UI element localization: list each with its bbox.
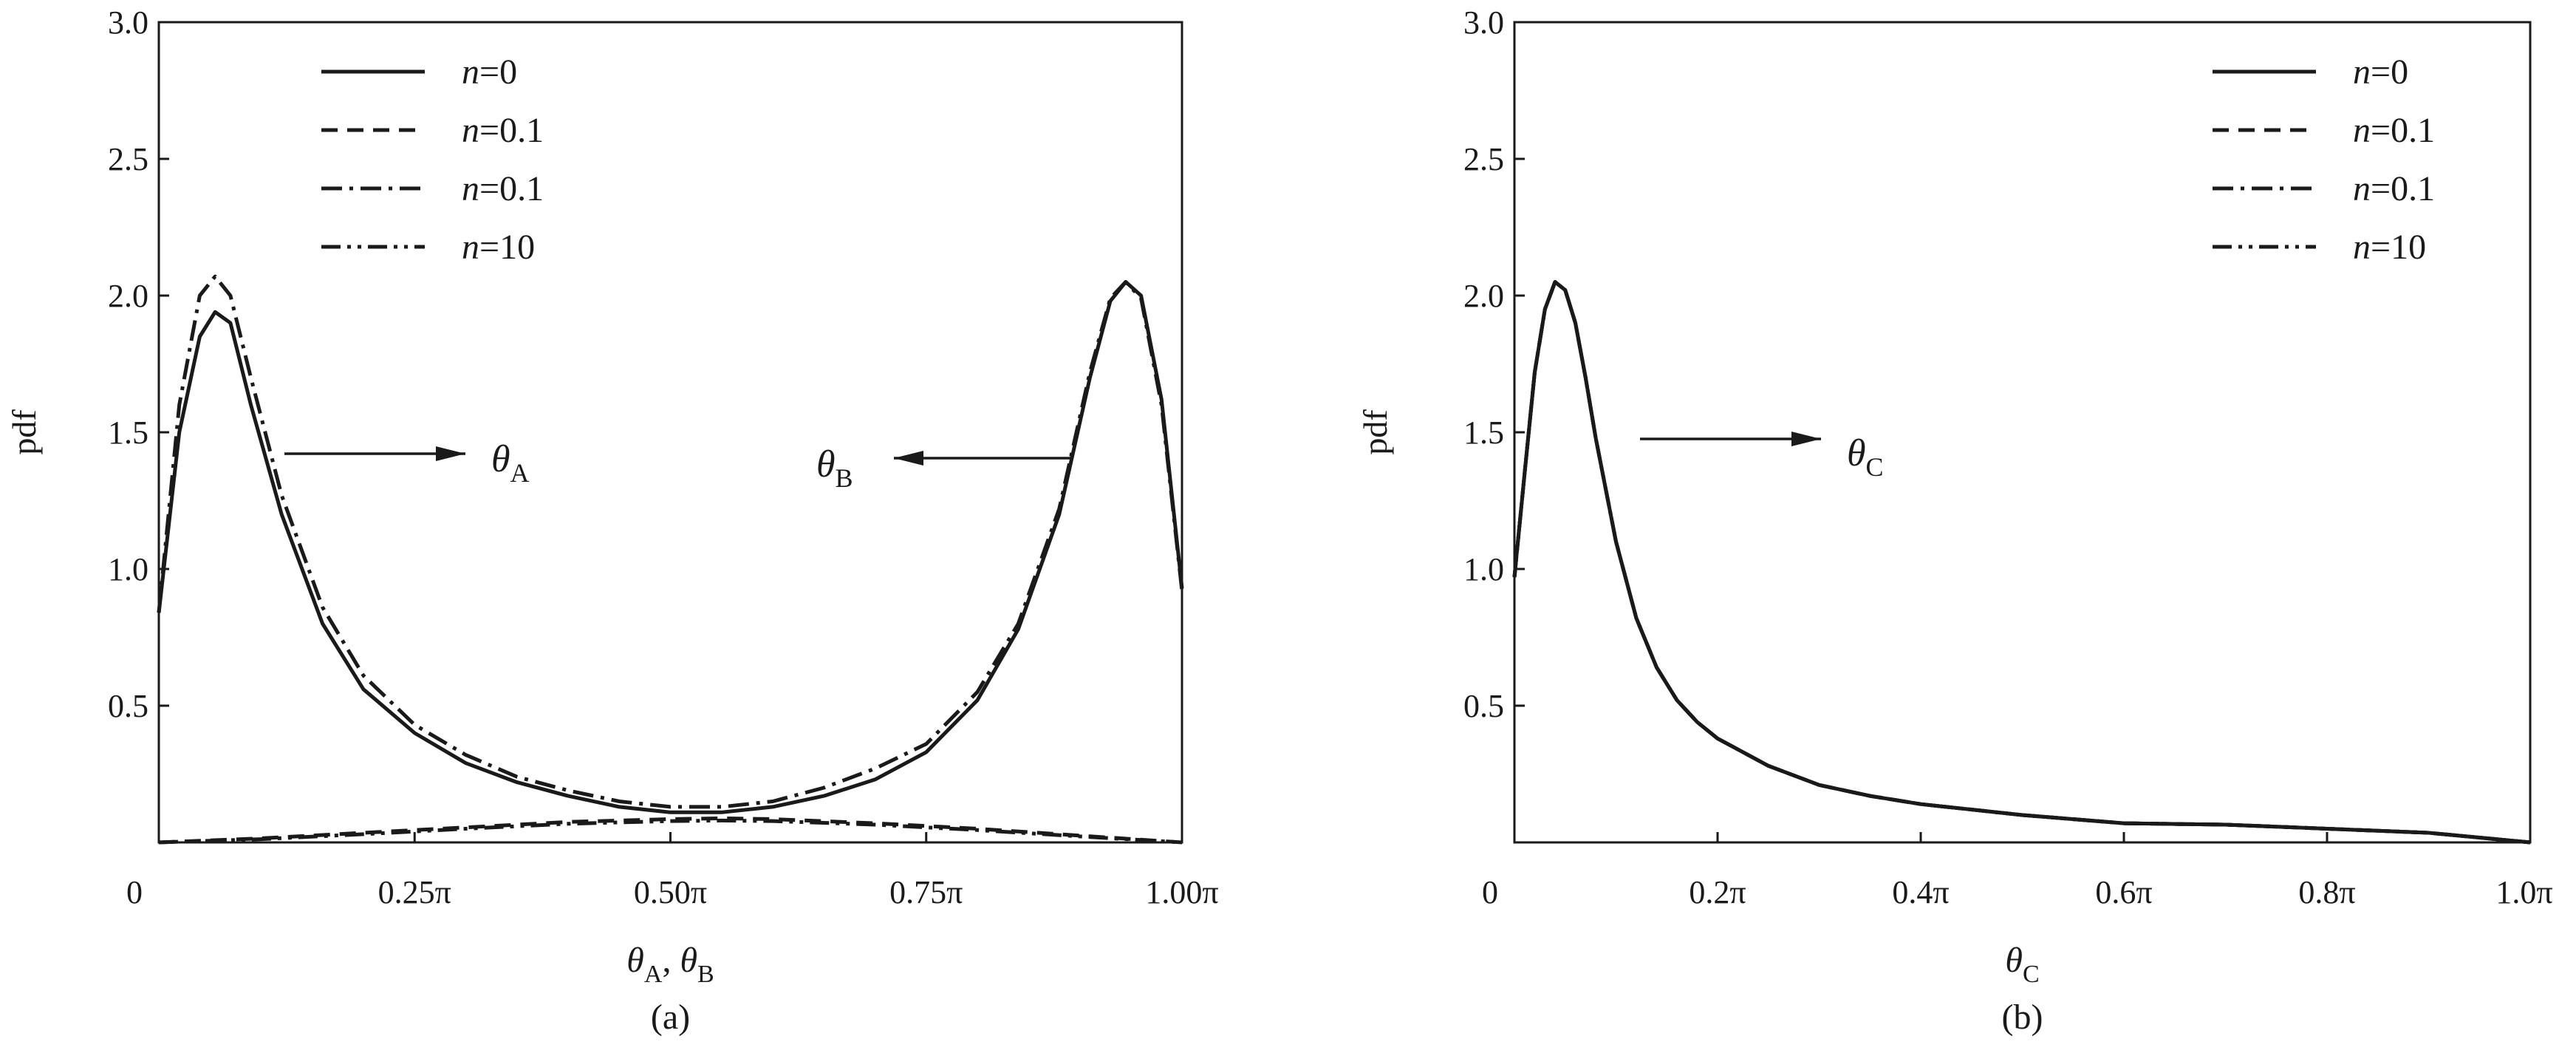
legend-entry-variable: n [2353, 52, 2371, 92]
legend-entry-variable: n [2353, 111, 2371, 150]
x-axis-label-subscript: A [644, 961, 663, 988]
annotation-subscript: B [836, 463, 853, 493]
panel-label: (a) [651, 998, 690, 1037]
plot-frame [157, 21, 1183, 844]
annotation-label: θA [491, 438, 530, 488]
annotation-symbol: θ [816, 443, 836, 485]
x-axis-label-symbol: θ [2005, 941, 2023, 980]
x-axis-label: θC [2005, 941, 2039, 988]
x-tick-label: 0.4π [1892, 874, 1949, 910]
legend-entry-variable: n [462, 111, 479, 150]
annotation-label: θB [816, 443, 853, 493]
arrow-head [894, 451, 923, 466]
legend-entry-value: =0.1 [2371, 111, 2435, 150]
x-axis-label-symbol: θ [626, 941, 644, 980]
y-tick-label: 1.5 [1463, 415, 1504, 451]
annotation-arrow: θA [284, 438, 530, 488]
legend-entry: n=0.1 [462, 111, 544, 150]
chart-panel-b: 0.5 1.0 1.5 2.0 2.5 3.0 0 0.2π 0.4π 0.6π 0.8π 1.0π p… [1356, 4, 2553, 1037]
legend-entry-value: =0.1 [2371, 169, 2435, 208]
annotation-subscript: C [1866, 452, 1884, 482]
x-tick-label: 1.00π [1145, 874, 1218, 910]
y-tick-label: 2.0 [1463, 278, 1504, 314]
x-tick-label: 0.75π [889, 874, 963, 910]
legend-entry-variable: n [2353, 228, 2371, 267]
x-axis-label: θA, θB [626, 941, 714, 988]
legend-entry: n=0 [462, 52, 517, 92]
annotation-subscript: A [510, 458, 530, 488]
legend-entry-value: =10 [2371, 228, 2426, 267]
y-tick-label: 0.5 [108, 688, 148, 724]
legend-entry: n=0.1 [2353, 169, 2435, 208]
annotation-arrow: θC [1640, 432, 1884, 482]
x-tick-label: 1.0π [2495, 874, 2552, 910]
legend-entry-variable: n [462, 169, 479, 208]
legend-entry: n=0.1 [462, 169, 544, 208]
series-line-dashdot [157, 274, 1184, 809]
arrow-head [436, 446, 465, 461]
arrow-head [1791, 432, 1821, 446]
y-tick-label: 0.5 [1463, 688, 1504, 724]
legend-entry-variable: n [2353, 169, 2371, 208]
y-axis-label: pdf [5, 409, 43, 455]
y-tick-label: 1.0 [108, 551, 148, 587]
annotation-symbol: θ [491, 438, 510, 480]
x-axis-label-subscript: B [697, 961, 714, 988]
legend-entry-value: =10 [479, 228, 535, 267]
x-tick-label: 0.6π [2095, 874, 2152, 910]
y-axis-label: pdf [1356, 409, 1394, 455]
x-tick-label: 0.2π [1689, 874, 1746, 910]
legend-entry: n=0 [2353, 52, 2408, 92]
x-tick-label: 0 [1482, 874, 1498, 910]
x-axis-label-subscript: C [2023, 961, 2040, 988]
series-line-dashdotdot [158, 818, 1183, 845]
y-tick-label: 1.0 [1463, 551, 1504, 587]
annotation-label: θC [1847, 432, 1884, 482]
y-tick-label: 1.5 [108, 415, 148, 451]
legend-entry-variable: n [462, 52, 479, 92]
y-tick-label: 3.0 [1463, 4, 1504, 41]
legend: n=0n=0.1n=0.1n=10 [321, 52, 544, 267]
series-line-dashdotdot [1512, 280, 2531, 845]
annotation-symbol: θ [1847, 432, 1866, 474]
legend: n=0n=0.1n=0.1n=10 [2213, 52, 2435, 267]
x-axis-label-symbol: θ [680, 941, 697, 980]
legend-entry: n=10 [2353, 228, 2426, 267]
legend-entry-value: =0.1 [479, 169, 544, 208]
x-tick-label: 0.50π [634, 874, 707, 910]
legend-entry-value: =0.1 [479, 111, 544, 150]
y-tick-label: 2.5 [108, 141, 148, 177]
x-axis-label-separator: , [662, 941, 680, 980]
legend-entry-value: =0 [479, 52, 517, 92]
series-line-solid [157, 280, 1184, 814]
legend-entry-value: =0 [2371, 52, 2408, 92]
y-tick-label: 3.0 [108, 4, 148, 41]
legend-entry: n=10 [462, 228, 535, 267]
series-line-dash [1512, 280, 2531, 845]
chart-panel-a: 0.5 1.0 1.5 2.0 2.5 3.0 0 0.25π 0.50π 0.75π 1.00π p… [5, 4, 1219, 1037]
x-tick-label: 0.25π [378, 874, 451, 910]
legend-entry-variable: n [462, 228, 479, 267]
y-tick-label: 2.0 [108, 278, 148, 314]
series-line-solid [1512, 280, 2531, 845]
x-tick-label: 0 [126, 874, 143, 910]
annotation-arrow: θB [816, 443, 1071, 493]
legend-entry: n=0.1 [2353, 111, 2435, 150]
x-tick-label: 0.8π [2298, 874, 2355, 910]
series-line-dashdot [1512, 280, 2531, 845]
panel-label: (b) [2002, 998, 2043, 1037]
y-tick-label: 2.5 [1463, 141, 1504, 177]
